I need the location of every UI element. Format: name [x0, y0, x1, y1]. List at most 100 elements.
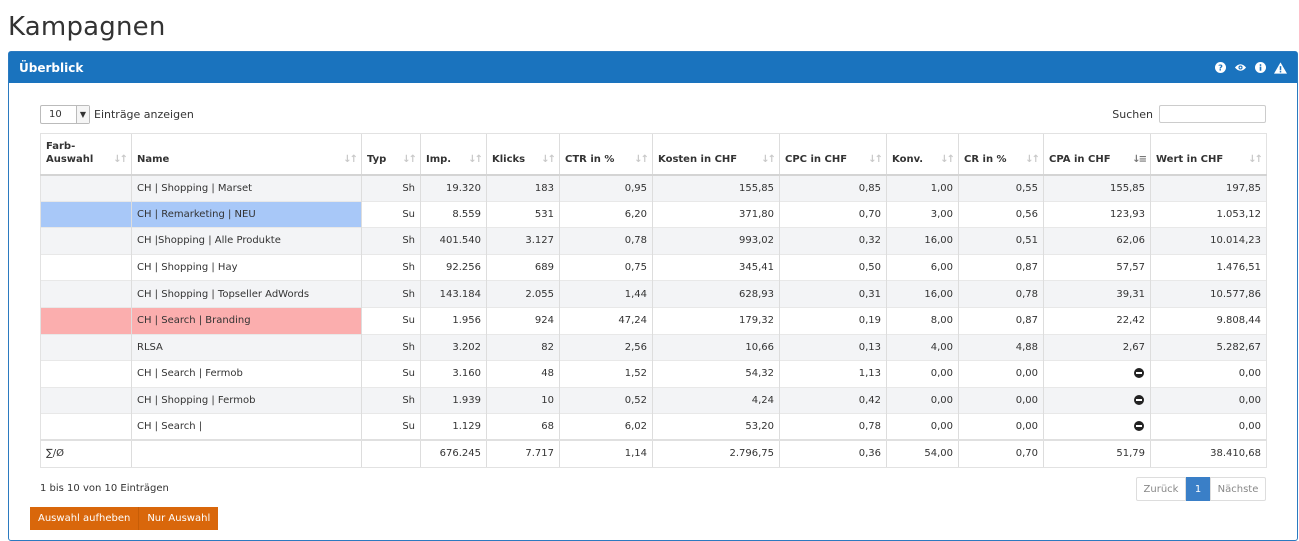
cell-impressions: 8.559 [420, 200, 487, 228]
search-input[interactable] [1159, 105, 1266, 123]
cell-ctr: 0,78 [559, 227, 653, 255]
cell-ctr: 0,52 [559, 386, 653, 414]
cell-impressions: 3.202 [420, 333, 487, 361]
cell-cpa [1043, 386, 1151, 414]
panel-icons: ? [1213, 61, 1287, 75]
sort-icon: ↓↑ [761, 153, 776, 165]
cell-farb-auswahl[interactable] [40, 333, 132, 361]
column-header-name[interactable]: Name ↓↑ [131, 133, 362, 176]
table-header-row: Farb- Auswahl ↓↑ Name ↓↑ Typ ↓↑ Imp. ↓↑ Klicks ↓↑… [40, 133, 1267, 176]
cell-cr: 4,88 [958, 333, 1044, 361]
cell-farb-auswahl[interactable] [40, 227, 132, 255]
cell-typ: Sh [361, 174, 421, 202]
column-header-impressions[interactable]: Imp. ↓↑ [420, 133, 487, 176]
page-length-select[interactable]: 10 ▼ [40, 105, 90, 124]
cell-typ: Su [361, 413, 421, 441]
column-header-label: CPA in CHF [1049, 153, 1111, 165]
table-row[interactable]: CH | Remarketing | NEU Su 8.559 531 6,20 371,… [40, 200, 1267, 228]
cell-farb-auswahl[interactable] [40, 253, 132, 281]
column-header-label: Klicks [492, 153, 526, 165]
cell-cpa [1043, 413, 1151, 441]
column-header-cpc[interactable]: CPC in CHF ↓↑ [779, 133, 887, 176]
cell-farb-auswahl[interactable] [40, 174, 132, 202]
column-header-cpa[interactable]: CPA in CHF ↓≡ [1043, 133, 1151, 176]
warning-icon[interactable] [1273, 61, 1287, 75]
sort-icon: ↓↑ [468, 153, 483, 165]
table-row[interactable]: CH |Shopping | Alle Produkte Sh 401.540 3.1… [40, 227, 1267, 255]
column-header-label: Imp. [426, 153, 452, 165]
cell-impressions: 401.540 [420, 227, 487, 255]
column-header-clicks[interactable]: Klicks ↓↑ [486, 133, 560, 176]
cell-conversions: 0,00 [886, 360, 959, 388]
cell-cr: 0,87 [958, 306, 1044, 335]
table-row[interactable]: CH | Search | Branding Su 1.956 924 47,24 179… [40, 306, 1267, 335]
sort-icon: ↓↑ [1025, 153, 1040, 165]
cell-ctr: 2,56 [559, 333, 653, 361]
cell-farb-auswahl[interactable] [40, 200, 132, 228]
only-selection-button[interactable]: Nur Auswahl [139, 507, 219, 530]
cell-farb-auswahl[interactable] [40, 360, 132, 388]
cell-clicks: 183 [486, 174, 560, 202]
cell-cost: 371,80 [652, 200, 780, 228]
cell-farb-auswahl[interactable] [40, 386, 132, 414]
cell-typ: Su [361, 360, 421, 388]
footer-cell-name [131, 439, 362, 468]
cell-value: 0,00 [1150, 413, 1267, 441]
cell-impressions: 92.256 [420, 253, 487, 281]
column-header-typ[interactable]: Typ ↓↑ [361, 133, 421, 176]
column-header-value[interactable]: Wert in CHF ↓↑ [1150, 133, 1267, 176]
footer-cell-cr: 0,70 [958, 439, 1044, 468]
minus-circle-icon [1134, 421, 1144, 432]
cell-impressions: 143.184 [420, 280, 487, 308]
column-header-farb-auswahl[interactable]: Farb- Auswahl ↓↑ [40, 133, 132, 176]
cell-value: 1.476,51 [1150, 253, 1267, 281]
cell-cpa: 155,85 [1043, 174, 1151, 202]
footer-cell-cpc: 0,36 [779, 439, 887, 468]
cell-cost: 4,24 [652, 386, 780, 414]
cell-name: CH | Shopping | Hay [131, 253, 362, 281]
column-header-cr[interactable]: CR in % ↓↑ [958, 133, 1044, 176]
footer-cell-cpa: 51,79 [1043, 439, 1151, 468]
column-header-cost[interactable]: Kosten in CHF ↓↑ [652, 133, 780, 176]
column-header-label: CPC in CHF [785, 153, 848, 165]
table-row[interactable]: CH | Shopping | Topseller AdWords Sh 143.1… [40, 280, 1267, 308]
column-header-conversions[interactable]: Konv. ↓↑ [886, 133, 959, 176]
table-row[interactable]: RLSA Sh 3.202 82 2,56 10,66 0,13 4,00 4,88 2,67 5.… [40, 333, 1267, 361]
clear-selection-button[interactable]: Auswahl aufheben [30, 507, 140, 530]
cell-cost: 53,20 [652, 413, 780, 441]
sort-icon: ↓↑ [402, 153, 417, 165]
table-row[interactable]: CH | Shopping | Fermob Sh 1.939 10 0,52 4,24 0… [40, 386, 1267, 414]
table-row[interactable]: CH | Shopping | Hay Sh 92.256 689 0,75 345,41… [40, 253, 1267, 281]
pagination-next[interactable]: Nächste [1210, 477, 1266, 501]
pagination-page-1[interactable]: 1 [1186, 477, 1210, 501]
cell-ctr: 47,24 [559, 306, 653, 335]
cell-cr: 0,56 [958, 200, 1044, 228]
page-length-value: 10 [49, 109, 62, 120]
column-header-label: CTR in % [565, 153, 615, 165]
cell-farb-auswahl[interactable] [40, 413, 132, 441]
cell-farb-auswahl[interactable] [40, 280, 132, 308]
cell-impressions: 1.939 [420, 386, 487, 414]
cell-value: 10.577,86 [1150, 280, 1267, 308]
cell-conversions: 4,00 [886, 333, 959, 361]
cell-conversions: 6,00 [886, 253, 959, 281]
column-header-ctr[interactable]: CTR in % ↓↑ [559, 133, 653, 176]
table-row[interactable]: CH | Search | Su 1.129 68 6,02 53,20 0,78 0,00 0… [40, 413, 1267, 441]
help-icon[interactable]: ? [1213, 61, 1227, 75]
cell-name: CH | Search | Branding [131, 306, 362, 335]
cell-cpa: 57,57 [1043, 253, 1151, 281]
column-header-label: Wert in CHF [1156, 153, 1224, 165]
cell-cost: 10,66 [652, 333, 780, 361]
cell-cost: 628,93 [652, 280, 780, 308]
footer-cell-impressions: 676.245 [420, 439, 487, 468]
cell-cpc: 0,13 [779, 333, 887, 361]
eye-icon[interactable] [1233, 61, 1247, 75]
table-row[interactable]: CH | Search | Fermob Su 3.160 48 1,52 54,32 1,… [40, 360, 1267, 388]
cell-farb-auswahl[interactable] [40, 306, 132, 335]
pagination-previous[interactable]: Zurück [1136, 477, 1186, 501]
column-header-label: Farb- Auswahl [46, 140, 94, 165]
table-row[interactable]: CH | Shopping | Marset Sh 19.320 183 0,95 155… [40, 174, 1267, 202]
search-control: Suchen [1112, 105, 1266, 123]
cell-name: RLSA [131, 333, 362, 361]
info-icon[interactable] [1253, 61, 1267, 75]
